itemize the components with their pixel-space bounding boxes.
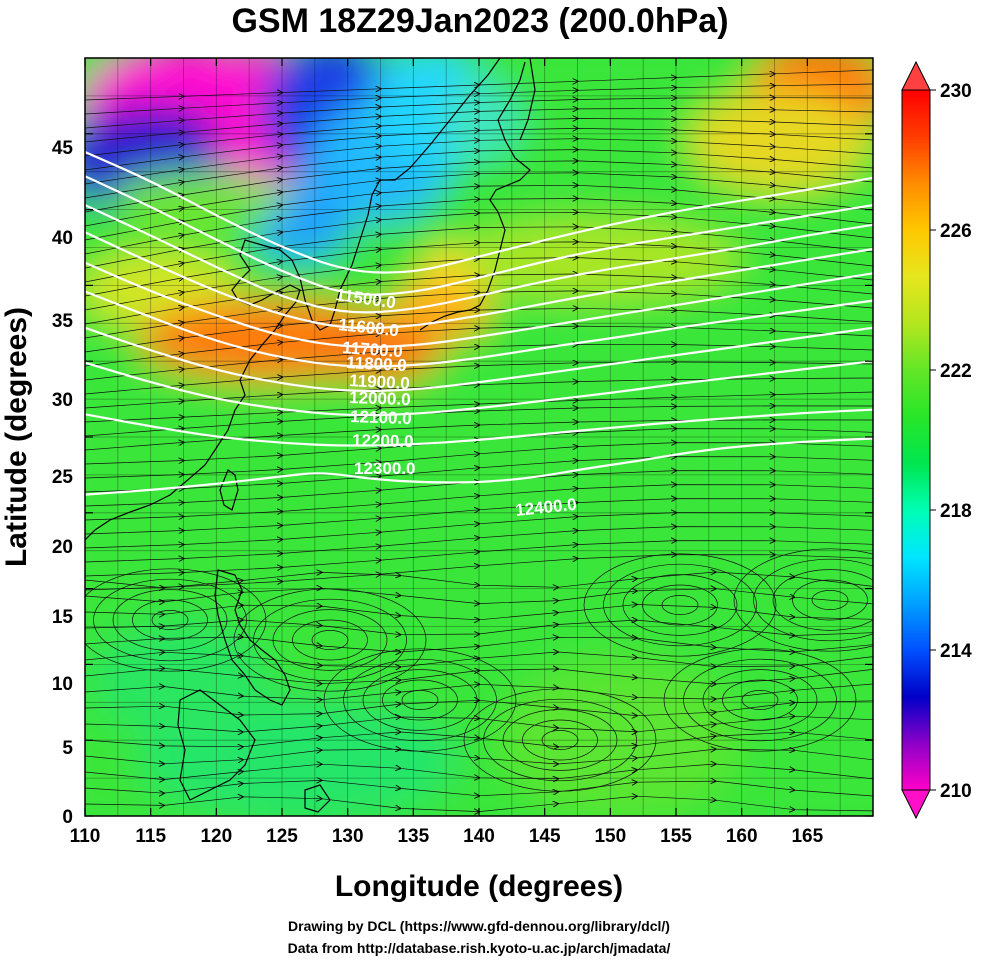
new-guinea-coastline [304,784,331,813]
colorbar-max-triangle [901,60,931,91]
height-contours [85,150,873,496]
x-tick-labels: 110 115 120 125 130 135 140 145 150 155 … [70,826,824,847]
colorbar-tick-label: 222 [940,361,972,382]
height-contour [85,231,873,330]
x-tick-label: 130 [332,826,364,847]
colorbar-tick-marks [930,89,936,791]
height-contour [85,360,873,417]
x-tick-label: 125 [266,826,298,847]
x-tick-label: 135 [397,826,429,847]
china-korea-coastline [85,58,501,541]
streamline [85,700,873,715]
x-tick-marks [84,58,808,816]
contour-label: 12300.0 [354,459,415,478]
sakhalin-coastline [519,58,536,141]
x-tick-label: 140 [463,826,495,847]
contour-label: 12000.0 [349,388,411,409]
x-tick-label: 115 [135,826,166,847]
colorbar-gradient [902,90,930,790]
y-tick-label: 20 [52,537,73,558]
philippines-coastline [214,569,291,706]
height-contour [85,150,873,274]
height-contour [85,261,873,349]
colorbar: 210 214 218 222 226 230 [901,60,972,820]
contour-labels: 11500.0 11600.0 11700.0 11800.0 11900.0 … [334,285,577,520]
x-tick-label: 145 [529,826,561,847]
streamline [85,684,873,700]
height-contour [85,326,873,392]
credit-drawing: Drawing by DCL (https://www.gfd-dennou.o… [288,918,670,934]
japan-coastline [419,61,531,331]
colorbar-tick-label: 230 [940,81,972,102]
height-contour [85,204,873,314]
colorbar-tick-label: 226 [940,221,972,242]
contour-label: 11700.0 [342,338,404,361]
y-tick-label: 30 [52,390,73,411]
y-tick-labels: 0 5 10 15 20 25 30 35 40 45 [52,138,74,828]
x-tick-label: 165 [791,826,823,847]
y-tick-label: 45 [52,138,74,159]
x-tick-label: 150 [594,826,626,847]
y-tick-marks [85,133,873,817]
y-tick-label: 40 [52,228,73,249]
colorbar-tick-label: 210 [940,781,972,802]
x-tick-label: 160 [726,826,758,847]
x-tick-label: 155 [660,826,692,847]
credit-data: Data from http://database.rish.kyoto-u.a… [288,940,671,956]
y-tick-label: 25 [52,467,74,488]
streamline [85,637,873,652]
height-contour [85,290,873,368]
y-tick-label: 5 [62,738,73,759]
colorbar-min-triangle [901,789,931,820]
x-axis-title: Longitude (degrees) [335,870,623,903]
contour-label: 12100.0 [350,407,412,428]
y-tick-label: 0 [62,807,73,828]
colorbar-tick-label: 218 [940,501,972,522]
x-tick-label: 120 [200,826,232,847]
borneo-coastline [177,689,256,801]
taiwan-coastline [219,469,239,511]
contour-label: 11800.0 [346,353,407,375]
coastlines [85,58,536,813]
y-tick-label: 10 [52,674,73,695]
height-contour [85,175,873,296]
contour-label: 12200.0 [352,431,414,451]
height-contour [85,437,873,496]
figure-title: GSM 18Z29Jan2023 (200.0hPa) [231,2,728,40]
x-tick-label: 110 [70,826,101,847]
plot-area: 11500.0 11600.0 11700.0 11800.0 11900.0 … [85,58,873,816]
grid-lines [85,58,873,816]
y-axis-title: Latitude (degrees) [0,307,33,567]
contour-label: 11900.0 [349,371,410,393]
streamline-swirl [811,590,849,610]
colorbar-tick-label: 214 [940,641,972,662]
height-contour [85,408,873,447]
y-tick-label: 35 [52,311,74,332]
y-tick-label: 15 [52,607,74,628]
